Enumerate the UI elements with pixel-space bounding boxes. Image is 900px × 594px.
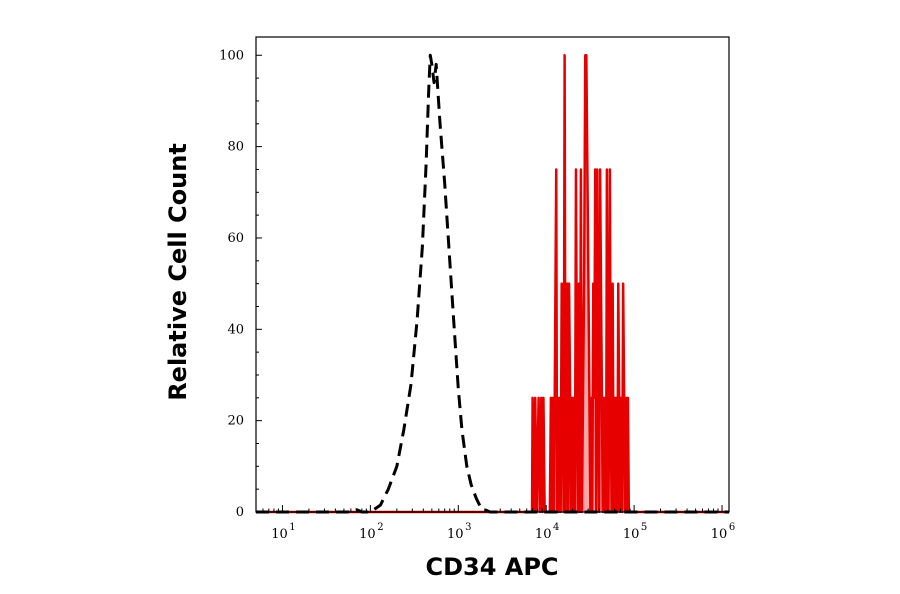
y-tick-label: 40 — [227, 322, 244, 337]
series-0-line — [256, 53, 729, 514]
x-tick-exponent: 3 — [465, 522, 471, 533]
series-1-line — [256, 54, 729, 514]
x-tick-exponent: 2 — [377, 522, 383, 533]
x-tick-exponent: 4 — [553, 522, 559, 533]
x-tick-label: 10 — [535, 527, 552, 542]
y-axis: 0 20 40 60 80 100 — [219, 48, 262, 520]
x-axis-title: CD34 APC — [425, 553, 558, 581]
x-tick-label: 10 — [271, 527, 288, 542]
y-tick-label: 20 — [227, 414, 244, 429]
x-tick-label: 10 — [623, 527, 640, 542]
x-tick-exponent: 1 — [289, 522, 295, 533]
x-tick-label: 10 — [711, 527, 728, 542]
x-tick-exponent: 6 — [729, 522, 735, 533]
x-tick-exponent: 5 — [641, 522, 647, 533]
series-layer — [256, 53, 729, 514]
y-tick-label: 80 — [227, 140, 244, 155]
x-tick-label: 10 — [359, 527, 376, 542]
series-1-area — [256, 55, 729, 513]
y-tick-label: 60 — [227, 231, 244, 246]
y-axis-title: Relative Cell Count — [164, 143, 192, 401]
x-axis: 10 1 10 2 10 3 10 4 10 5 10 6 — [255, 505, 735, 542]
plot-frame — [255, 36, 730, 513]
y-tick-label: 0 — [236, 505, 244, 520]
x-tick-label: 10 — [447, 527, 464, 542]
y-tick-label: 100 — [219, 48, 244, 63]
